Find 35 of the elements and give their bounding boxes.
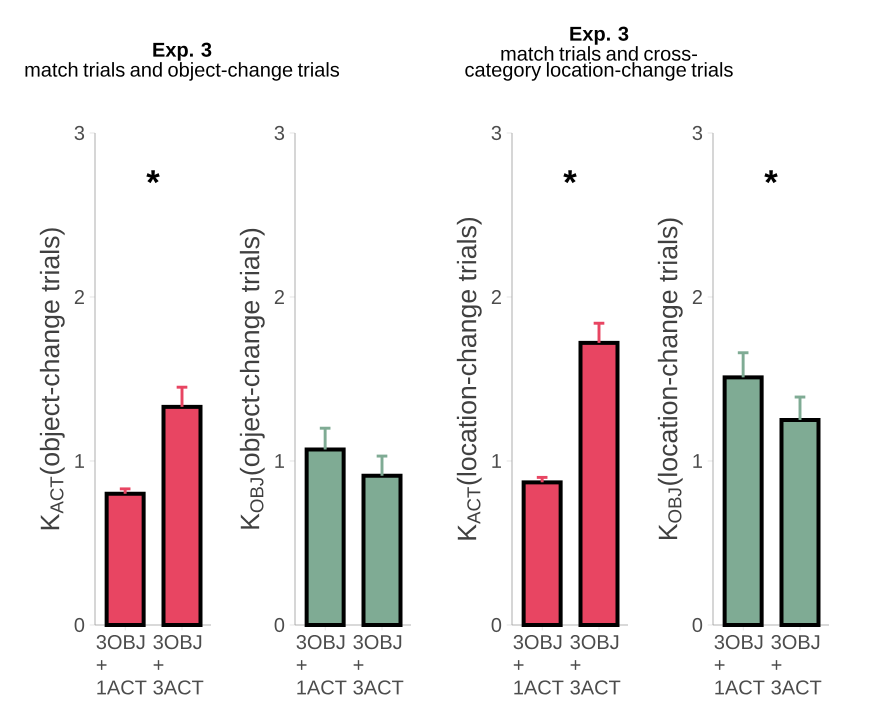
y-tick-label: 3 <box>74 126 84 140</box>
y-axis-title: K$_{ACT}$(object-change trials) <box>40 228 65 530</box>
y-tick-label: 1 <box>75 454 84 468</box>
x-tick-label: 3OBJ + 3ACT <box>771 635 822 695</box>
y-tick-label: 0 <box>274 618 284 632</box>
y-tick-label: 1 <box>492 454 501 468</box>
x-tick-label: 3OBJ + 1ACT <box>96 635 146 695</box>
y-tick-label: 0 <box>492 618 502 632</box>
annotation: * <box>146 170 160 184</box>
y-tick-label: 1 <box>693 454 702 468</box>
y-tick-label: 2 <box>274 290 284 304</box>
chart-subtitle: match trials and cross-category location-change trials <box>465 46 733 81</box>
chart-title: Exp. 3 <box>153 42 212 61</box>
y-axis-title: K$_{ACT}$(location-change trials) <box>456 218 482 540</box>
y-axis-title: K$_{OBJ}$(object-change trials) <box>240 228 265 529</box>
chart-title: Exp. 3 <box>570 26 628 45</box>
y-tick-label: 3 <box>274 126 284 140</box>
y-tick-label: 3 <box>692 126 702 140</box>
y-tick-label: 2 <box>692 290 702 304</box>
chart-subtitle: match trials and object-change trials <box>25 62 340 81</box>
annotation: * <box>563 170 577 184</box>
x-tick-label: 3OBJ + 3ACT <box>570 635 620 695</box>
x-tick-label: 3OBJ + 3ACT <box>153 635 204 695</box>
y-tick-label: 3 <box>492 126 502 140</box>
annotation: * <box>764 170 778 184</box>
y-tick-label: 2 <box>74 290 84 304</box>
y-tick-label: 0 <box>74 618 84 632</box>
y-tick-label: 2 <box>492 290 501 304</box>
y-axis-title: K$_{OBJ}$(location-change trials) <box>658 218 683 540</box>
y-tick-label: 1 <box>275 454 284 468</box>
x-tick-label: 3OBJ + 3ACT <box>353 635 404 695</box>
x-tick-label: 3OBJ + 1ACT <box>296 635 346 695</box>
x-tick-label: 3OBJ + 1ACT <box>514 635 564 695</box>
y-tick-label: 0 <box>692 618 702 632</box>
x-tick-label: 3OBJ + 1ACT <box>714 635 764 695</box>
